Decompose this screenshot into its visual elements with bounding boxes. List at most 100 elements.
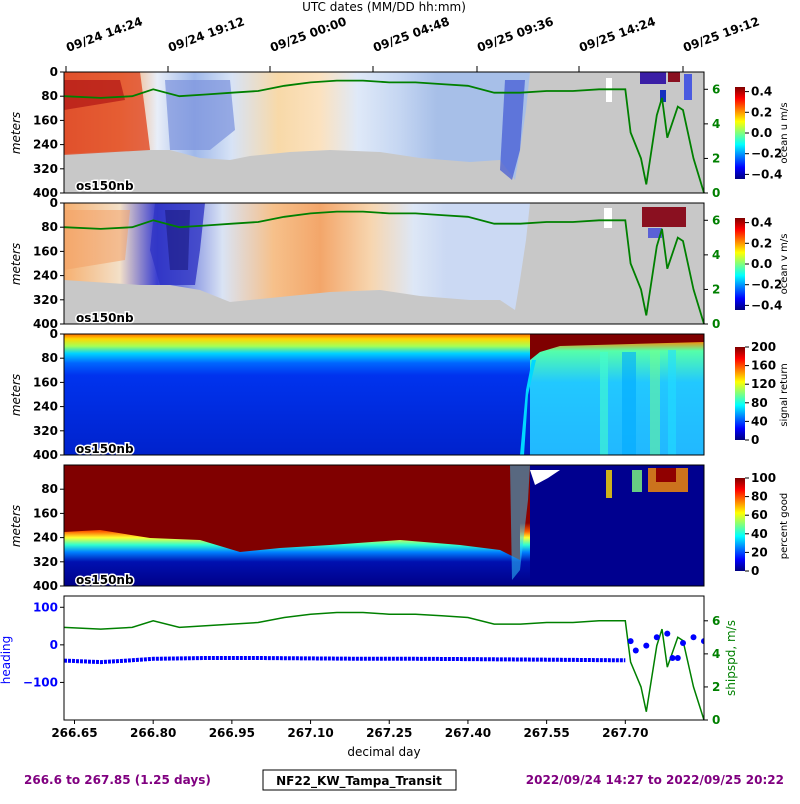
heading-point — [701, 638, 704, 645]
ocean-u-colorbar-ticks: 0.4 0.2 0.0 −0.2 −0.4 — [745, 85, 782, 181]
percent-good-colorbar — [735, 478, 745, 571]
shipspd-overlay-tick-label: 6 — [712, 82, 720, 96]
colorbar-tick-label: −0.2 — [751, 278, 782, 292]
footer-cruise-name: NF22_KW_Tampa_Transit — [276, 774, 442, 789]
heading-point — [674, 655, 681, 661]
heading-point — [627, 638, 634, 645]
colorbar-tick-label: 120 — [751, 377, 776, 391]
depth-tick-label: 160 — [33, 375, 58, 389]
depth-tick-label: 240 — [33, 269, 58, 283]
decimal-day-tick-label: 266.80 — [130, 726, 176, 740]
shipspd-overlay-tick-label: 2 — [712, 151, 720, 165]
top-axis-tick-label: 09/25 14:24 — [577, 14, 657, 55]
panel-percent-good: os150nb meters 80 160 240 320 400 100 80 60 40 2… — [9, 464, 790, 593]
ocean-v-heatmap — [64, 203, 704, 324]
depth-tick-label: 320 — [33, 162, 58, 176]
shipspd-overlay-tick-label: 0 — [712, 186, 720, 200]
footer: 266.6 to 267.85 (1.25 days) NF22_KW_Tamp… — [24, 769, 784, 791]
top-axis-tick-label: 09/25 04:48 — [371, 14, 451, 55]
ocean-v-colorbar-label: ocean v m/s — [779, 234, 790, 295]
shipspd-overlay-tick-label: 4 — [712, 117, 720, 131]
percent-good-colorbar-label: percent good — [779, 493, 790, 559]
colorbar-tick-label: 0.4 — [751, 85, 772, 99]
ocean-v-shipspd-overlay — [63, 210, 705, 325]
depth-tick-label: 0 — [50, 196, 58, 210]
decimal-day-tick-label: 267.70 — [602, 726, 648, 740]
signal-return-ylabel: meters — [9, 374, 23, 416]
depth-tick-label: 80 — [41, 220, 58, 234]
depth-tick-label: 400 — [33, 186, 58, 200]
heading-point — [664, 630, 671, 637]
ocean-u-ylabel: meters — [9, 112, 23, 154]
shipspd-tick-label: 0 — [712, 713, 720, 727]
shipspd-overlay-tick-label: 2 — [712, 282, 720, 296]
heading-point — [690, 634, 697, 641]
heading-point — [680, 640, 686, 646]
decimal-day-tick-label: 267.55 — [523, 726, 569, 740]
depth-tick-label: 80 — [41, 89, 58, 103]
shipspd-tick-label: 6 — [712, 614, 720, 628]
top-axis-tick-label: 09/25 00:00 — [268, 14, 348, 55]
decimal-day-tick-label: 267.10 — [287, 726, 333, 740]
decimal-day-tick-label: 266.95 — [209, 726, 255, 740]
depth-tick-label: 160 — [33, 113, 58, 127]
colorbar-tick-label: 0.2 — [751, 236, 772, 250]
colorbar-tick-label: 0 — [751, 564, 759, 578]
depth-tick-label: 320 — [33, 555, 58, 569]
signal-return-heatmap — [64, 334, 704, 455]
depth-tick-label: 400 — [33, 317, 58, 331]
top-date-axis: UTC dates (MM/DD hh:mm) 09/24 14:24 09/24… — [64, 0, 761, 72]
heading-line — [64, 656, 626, 665]
depth-tick-label: 400 — [33, 448, 58, 462]
depth-tick-label: 240 — [33, 400, 58, 414]
colorbar-tick-label: 80 — [751, 490, 768, 504]
decimal-day-ticks: 266.65 266.80 266.95 267.10 267.25 267.40 267.… — [51, 720, 648, 740]
footer-cruise-box — [262, 769, 457, 791]
panel-heading-shipspd: heading 100 0 −100 6 4 2 0 shipspd, m/s 266.6… — [0, 595, 738, 759]
depth-tick-label: 240 — [33, 531, 58, 545]
shipspd-axis-label: shipspd, m/s — [724, 620, 738, 696]
shipspd-line — [64, 611, 704, 720]
ocean-u-inset-label: os150nb — [76, 179, 134, 193]
decimal-day-tick-label: 267.40 — [445, 726, 491, 740]
signal-return-colorbar-label: signal return — [779, 363, 790, 426]
colorbar-tick-label: 20 — [751, 545, 768, 559]
heading-point — [643, 642, 650, 649]
colorbar-tick-label: 0.2 — [751, 105, 772, 119]
ocean-v-yticks: 0 80 160 240 320 400 — [33, 196, 64, 331]
ocean-u-colorbar — [735, 87, 745, 179]
signal-return-colorbar-ticks: 200 160 120 80 40 0 — [745, 340, 776, 447]
ocean-v-colorbar — [735, 218, 745, 310]
heading-tick-label: 100 — [33, 600, 58, 614]
decimal-day-tick-label: 267.25 — [366, 726, 412, 740]
ocean-v-ylabel: meters — [9, 243, 23, 285]
percent-good-colorbar-ticks: 100 80 60 40 20 0 — [745, 471, 776, 578]
colorbar-tick-label: 40 — [751, 414, 768, 428]
depth-tick-label: 160 — [33, 506, 58, 520]
percent-good-ylabel: meters — [9, 505, 23, 547]
shipspd-tick-label: 4 — [712, 647, 720, 661]
depth-tick-label: 240 — [33, 138, 58, 152]
top-axis-tick-label: 09/25 09:36 — [475, 14, 555, 55]
footer-day-range: 266.6 to 267.85 (1.25 days) — [24, 773, 211, 787]
heading-axis-label: heading — [0, 636, 13, 685]
colorbar-tick-label: 0.0 — [751, 126, 772, 140]
heading-point — [669, 655, 676, 661]
colorbar-tick-label: 60 — [751, 508, 768, 522]
colorbar-tick-label: 100 — [751, 471, 776, 485]
depth-tick-label: 80 — [41, 351, 58, 365]
ocean-u-heatmap — [64, 72, 704, 193]
depth-tick-label: 320 — [33, 293, 58, 307]
ocean-v-colorbar-ticks: 0.4 0.2 0.0 −0.2 −0.4 — [745, 216, 782, 312]
shipspd-overlay-tick-label: 4 — [712, 248, 720, 262]
colorbar-tick-label: −0.4 — [751, 167, 782, 181]
ocean-u-yticks: 0 80 160 240 320 400 — [33, 65, 64, 200]
colorbar-tick-label: 0.4 — [751, 216, 772, 230]
signal-return-colorbar — [735, 347, 745, 440]
depth-tick-label: 80 — [41, 482, 58, 496]
colorbar-tick-label: 80 — [751, 396, 768, 410]
colorbar-tick-label: 0 — [751, 433, 759, 447]
top-axis-title: UTC dates (MM/DD hh:mm) — [302, 0, 466, 14]
